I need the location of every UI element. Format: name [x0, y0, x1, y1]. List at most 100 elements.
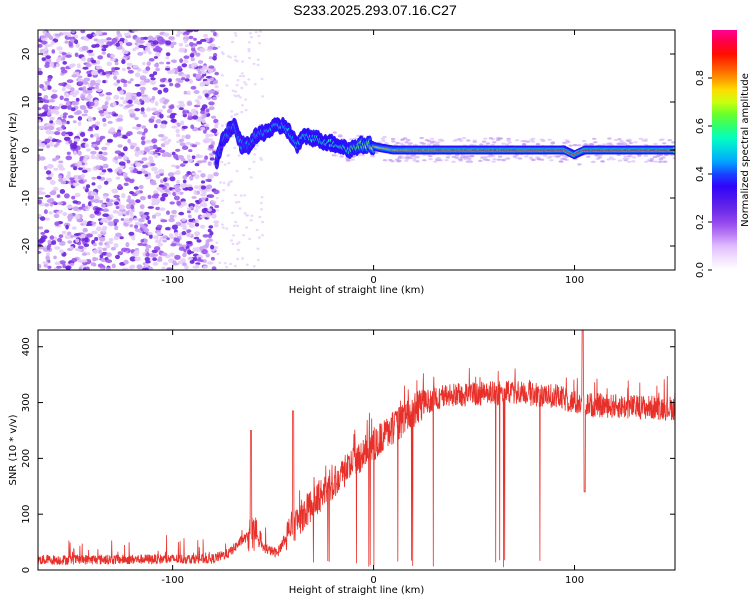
- noise-point: [183, 58, 189, 64]
- noise-point: [46, 252, 51, 256]
- noise-point: [82, 186, 87, 190]
- noise-point: [53, 236, 58, 241]
- noise-point: [160, 143, 166, 148]
- band-point: [360, 154, 366, 157]
- noise-point: [106, 53, 111, 58]
- noise-point: [118, 161, 126, 166]
- sparse-point: [231, 242, 235, 246]
- noise-point: [119, 236, 124, 240]
- noise-point: [208, 101, 215, 106]
- noise-point: [129, 113, 136, 118]
- noise-point: [207, 174, 214, 180]
- band-point: [333, 154, 338, 157]
- sparse-point: [248, 56, 251, 60]
- noise-point: [181, 73, 187, 78]
- noise-point: [159, 149, 166, 153]
- band-point: [539, 138, 544, 141]
- noise-point: [77, 248, 82, 252]
- spectrogram-y-label: Frequency (Hz): [8, 112, 19, 188]
- noise-point: [85, 266, 90, 270]
- y-tick-label: 300: [21, 393, 32, 412]
- noise-point: [135, 190, 141, 195]
- noise-point: [137, 242, 145, 246]
- noise-point: [56, 155, 60, 160]
- noise-point: [214, 85, 219, 89]
- noise-point: [110, 246, 116, 251]
- noise-point: [116, 30, 121, 35]
- noise-point: [167, 172, 174, 177]
- band-point: [606, 143, 611, 146]
- noise-point: [159, 113, 164, 119]
- noise-point: [194, 141, 201, 146]
- noise-point: [64, 234, 71, 240]
- noise-point: [150, 77, 156, 81]
- band-point: [391, 140, 396, 143]
- noise-point: [134, 72, 141, 78]
- noise-point: [163, 177, 168, 183]
- noise-point: [72, 71, 80, 76]
- band-point: [459, 156, 465, 159]
- noise-point: [136, 131, 143, 135]
- noise-point: [102, 44, 109, 49]
- noise-point: [53, 144, 58, 148]
- band-point: [549, 159, 554, 162]
- noise-point: [61, 57, 66, 61]
- noise-point: [102, 117, 107, 123]
- noise-point: [213, 31, 217, 37]
- noise-point: [208, 65, 215, 69]
- noise-point: [60, 69, 68, 74]
- noise-point: [133, 100, 141, 105]
- noise-point: [38, 199, 42, 205]
- noise-point: [108, 237, 114, 242]
- noise-point: [106, 252, 112, 258]
- noise-point: [125, 133, 131, 137]
- noise-point: [62, 112, 68, 116]
- noise-point: [141, 125, 146, 129]
- noise-point: [140, 111, 146, 115]
- snr-frame: [37, 329, 676, 571]
- sparse-point: [254, 31, 258, 34]
- noise-point: [90, 150, 97, 155]
- band-point: [573, 144, 578, 147]
- noise-point: [71, 257, 78, 263]
- noise-point: [73, 111, 81, 115]
- sparse-point: [230, 239, 233, 242]
- colorbar-tick-label: 0.2: [695, 214, 706, 230]
- noise-point: [143, 238, 148, 244]
- band-point: [404, 159, 409, 162]
- band-point: [384, 142, 389, 145]
- noise-point: [90, 134, 94, 138]
- noise-point: [71, 144, 78, 150]
- noise-point: [105, 142, 111, 146]
- band-point: [597, 156, 602, 159]
- noise-point: [181, 218, 187, 222]
- noise-point: [87, 73, 92, 77]
- noise-point: [96, 226, 102, 232]
- noise-point: [38, 67, 42, 72]
- noise-point: [169, 104, 175, 110]
- noise-point: [58, 175, 63, 179]
- sparse-point: [221, 199, 225, 202]
- noise-point: [75, 238, 80, 243]
- band-point: [530, 140, 536, 143]
- y-tick-label: 200: [21, 449, 32, 468]
- noise-point: [163, 141, 170, 145]
- noise-point: [204, 80, 211, 86]
- noise-point: [134, 108, 141, 112]
- noise-point: [38, 119, 42, 123]
- noise-point: [178, 42, 184, 47]
- y-tick-label: 400: [21, 337, 32, 356]
- sparse-point: [229, 262, 233, 266]
- noise-point: [81, 169, 88, 173]
- sparse-point: [258, 42, 261, 45]
- noise-point: [205, 133, 210, 138]
- sparse-point: [234, 220, 238, 224]
- noise-point: [154, 124, 158, 129]
- sparse-point: [247, 41, 251, 44]
- noise-point: [95, 121, 101, 126]
- noise-point: [56, 211, 63, 214]
- noise-point: [150, 182, 157, 186]
- noise-point: [45, 255, 50, 261]
- noise-point: [63, 136, 71, 141]
- noise-point: [150, 162, 156, 167]
